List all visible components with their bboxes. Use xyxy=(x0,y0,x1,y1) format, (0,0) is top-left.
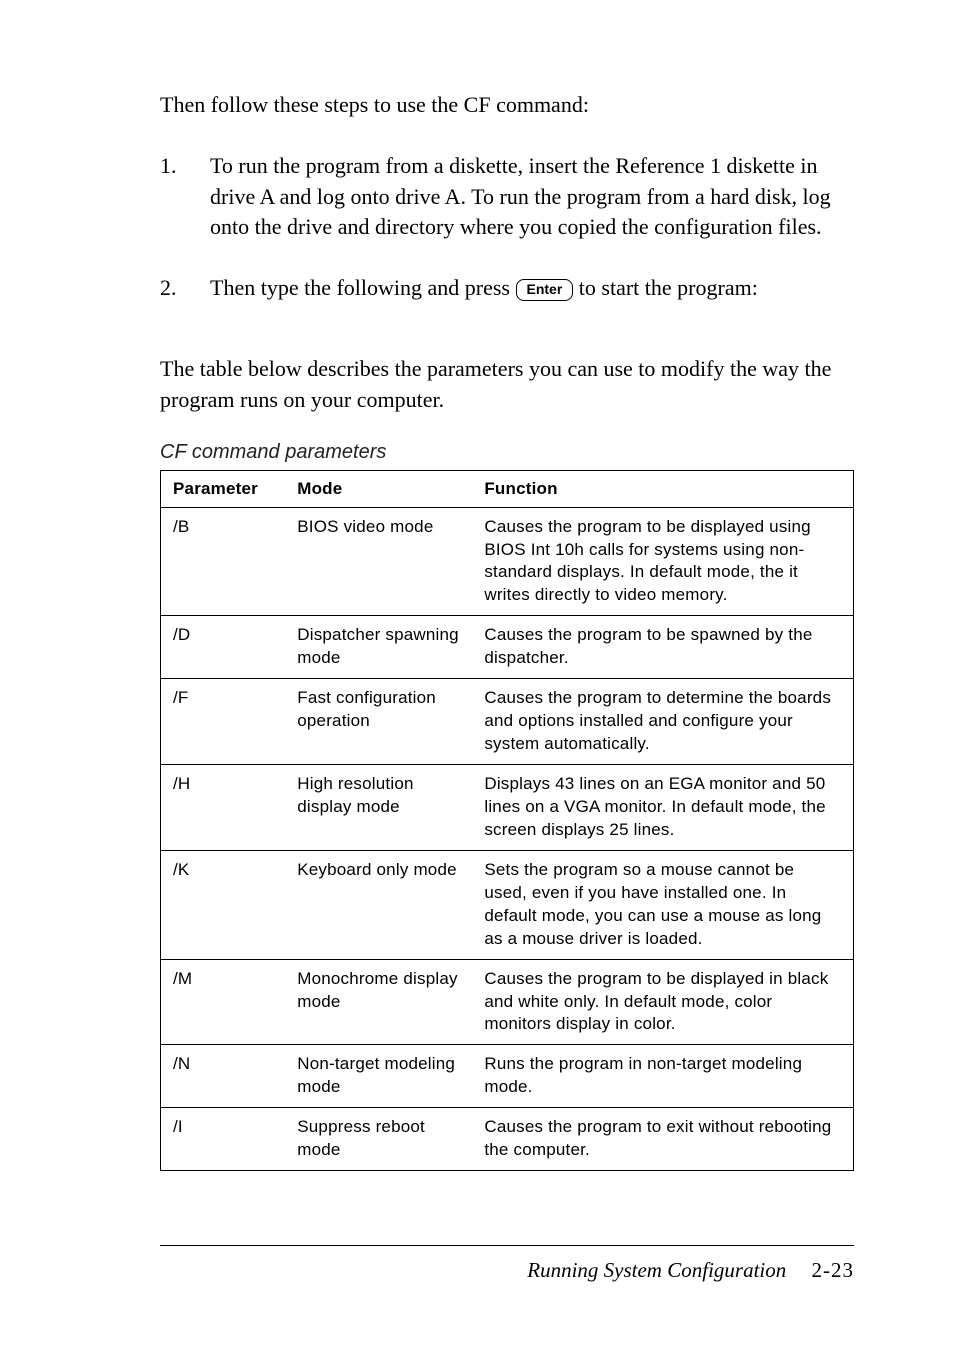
description-para: The table below describes the parameters… xyxy=(160,354,854,416)
cell-param: /D xyxy=(161,616,286,679)
footer-page: 2-23 xyxy=(812,1258,855,1282)
page-footer: Running System Configuration 2-23 xyxy=(160,1245,854,1283)
step-2: 2. Then type the following and press Ent… xyxy=(160,273,854,304)
cell-function: Causes the program to determine the boar… xyxy=(472,679,853,765)
cell-param: /K xyxy=(161,850,286,959)
cell-mode: High resolution display mode xyxy=(285,765,472,851)
table-row: /K Keyboard only mode Sets the program s… xyxy=(161,850,854,959)
table-header-row: Parameter Mode Function xyxy=(161,470,854,507)
cell-mode: Fast configuration operation xyxy=(285,679,472,765)
cell-function: Causes the program to be displayed using… xyxy=(472,507,853,616)
cell-param: /H xyxy=(161,765,286,851)
step-2-number: 2. xyxy=(160,273,210,304)
table-row: /N Non-target modeling mode Runs the pro… xyxy=(161,1045,854,1108)
cell-function: Sets the program so a mouse cannot be us… xyxy=(472,850,853,959)
cell-param: /B xyxy=(161,507,286,616)
parameters-table: Parameter Mode Function /B BIOS video mo… xyxy=(160,470,854,1172)
step-1-number: 1. xyxy=(160,151,210,243)
cell-function: Causes the program to be spawned by the … xyxy=(472,616,853,679)
cell-function: Causes the program to be displayed in bl… xyxy=(472,959,853,1045)
table-row: /I Suppress reboot mode Causes the progr… xyxy=(161,1108,854,1171)
cell-mode: Dispatcher spawning mode xyxy=(285,616,472,679)
cell-mode: Keyboard only mode xyxy=(285,850,472,959)
table-row: /B BIOS video mode Causes the program to… xyxy=(161,507,854,616)
step-1-text: To run the program from a diskette, inse… xyxy=(210,151,854,243)
cell-param: /M xyxy=(161,959,286,1045)
cell-mode: BIOS video mode xyxy=(285,507,472,616)
cell-param: /N xyxy=(161,1045,286,1108)
cell-function: Causes the program to exit without reboo… xyxy=(472,1108,853,1171)
table-row: /H High resolution display mode Displays… xyxy=(161,765,854,851)
cell-param: /F xyxy=(161,679,286,765)
cell-param: /I xyxy=(161,1108,286,1171)
col-parameter: Parameter xyxy=(161,470,286,507)
cell-function: Displays 43 lines on an EGA monitor and … xyxy=(472,765,853,851)
table-caption: CF command parameters xyxy=(160,441,854,464)
cell-mode: Non-target modeling mode xyxy=(285,1045,472,1108)
col-function: Function xyxy=(472,470,853,507)
cell-function: Runs the program in non-target modeling … xyxy=(472,1045,853,1108)
table-row: /D Dispatcher spawning mode Causes the p… xyxy=(161,616,854,679)
step-2-text: Then type the following and press Enter … xyxy=(210,273,854,304)
intro-text: Then follow these steps to use the CF co… xyxy=(160,90,854,121)
table-row: /F Fast configuration operation Causes t… xyxy=(161,679,854,765)
enter-key: Enter xyxy=(516,279,574,301)
cell-mode: Suppress reboot mode xyxy=(285,1108,472,1171)
table-row: /M Monochrome display mode Causes the pr… xyxy=(161,959,854,1045)
table-body: /B BIOS video mode Causes the program to… xyxy=(161,507,854,1171)
footer-title: Running System Configuration xyxy=(527,1258,786,1282)
col-mode: Mode xyxy=(285,470,472,507)
step-2-before: Then type the following and press xyxy=(210,275,516,300)
step-2-after: to start the program: xyxy=(573,275,758,300)
step-1: 1. To run the program from a diskette, i… xyxy=(160,151,854,243)
cell-mode: Monochrome display mode xyxy=(285,959,472,1045)
